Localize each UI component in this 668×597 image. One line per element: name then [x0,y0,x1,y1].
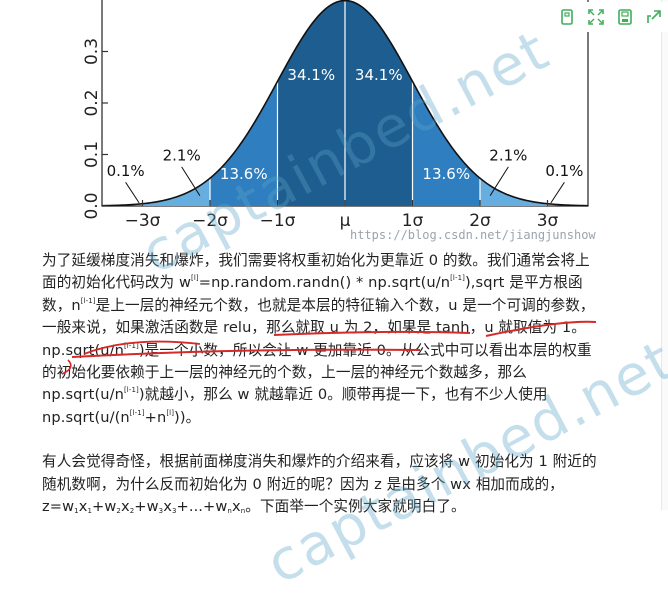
x-tick-label-3: μ [340,211,351,231]
share-icon[interactable] [643,6,665,28]
text-run: )就越小，那么 w 就越靠近 0。顺带再提一下，也有不少人使用 np.sqrt(… [42,386,548,426]
y-tick-label-3: 0.3 [82,38,102,65]
superscript: [l-1] [80,296,96,305]
text-run: x [78,498,88,516]
article-body: 为了延缓梯度消失和爆炸，我们需要将权重初始化为更靠近 0 的数。我们通常会将上面… [42,250,602,518]
x-tick-label-2: −1σ [260,211,296,231]
y-tick-label-2: 0.2 [82,89,102,116]
superscript: [l-1] [123,386,139,395]
y-tick-label-1: 0.1 [82,141,102,168]
x-tick-label-1: −2σ [192,211,228,231]
scrollbar[interactable] [661,0,668,510]
text-run: +w [134,498,159,516]
x-tick-label-5: 2σ [469,211,491,231]
region-4 [480,178,548,206]
density-curve [101,0,589,207]
x-tick-label-0: −3σ [125,211,161,231]
text-run: ))。 [174,408,201,426]
region-label-1: 34.1% [355,66,403,84]
y-tick-label-0: 0.0 [82,192,102,219]
superscript: [l-1] [450,274,465,283]
region-label-7: 0.1% [545,162,583,180]
text-run: +w [92,498,117,516]
copy-icon[interactable] [556,6,578,28]
leader-line-right-3 [550,182,565,204]
chart-svg: 0.0 0.1 0.2 0.3 −3σ −2σ −1σ μ 1σ 2σ 3σ 34.1% 34.1% 13… [82,0,589,231]
paragraph-1: 为了延缓梯度消失和爆炸，我们需要将权重初始化为更靠近 0 的数。我们通常会将上面… [42,250,602,429]
superscript: [l] [191,274,199,283]
paragraph-2: 有人会觉得奇怪，根据前面梯度消失和爆炸的介绍来看，应该将 w 初始化为 1 附近… [42,451,602,518]
normal-distribution-chart: 0.0 0.1 0.2 0.3 −3σ −2σ −1σ μ 1σ 2σ 3σ 34.1% 34.1% 13… [52,0,598,246]
expand-icon[interactable] [585,6,607,28]
text-run: x [163,498,172,516]
leader-line-left-2 [181,166,201,196]
superscript: [l] [166,408,175,417]
leader-line-right-2 [489,166,509,196]
text-run: +n [144,408,167,426]
region-3 [142,178,210,206]
region-label-5: 2.1% [489,147,527,165]
region-label-0: 34.1% [287,66,335,84]
superscript: [l-1] [129,408,145,417]
text-run: x [120,498,130,516]
x-tick-label-6: 3σ [537,211,559,231]
leader-line-left-3 [125,182,140,204]
floating-toolbar [552,2,668,32]
superscript: [l-1] [123,341,139,350]
text-run: +...+w [176,498,228,516]
region-label-2: 13.6% [220,165,268,183]
text-run: =np.random.randn() * np.sqrt(u/n [198,274,451,292]
screenshot-page: 0.0 0.1 0.2 0.3 −3σ −2σ −1σ μ 1σ 2σ 3σ 34.1% 34.1% 13… [42,0,668,597]
region-label-4: 2.1% [163,147,201,165]
region-label-3: 13.6% [422,165,470,183]
text-run: 有人会觉得奇怪，根据前面梯度消失和爆炸的介绍来看，应该将 w 初始化为 1 附近… [42,453,597,516]
source-watermark: https://blog.csdn.net/jiangjunshow [350,228,596,242]
save-icon[interactable] [614,6,636,28]
x-tick-label-4: 1σ [402,211,424,231]
text-run: 。下面举一个实例大家就明白了。 [245,498,466,516]
region-label-6: 0.1% [107,162,145,180]
text-run: 为了延缓梯度消失和爆炸，我们需要将权重初始化为更靠近 0 的数。我们通常会将上面… [42,252,590,292]
text-run: x [231,498,241,516]
text-run: ),sqrt 是平方根函数，n [42,274,583,314]
